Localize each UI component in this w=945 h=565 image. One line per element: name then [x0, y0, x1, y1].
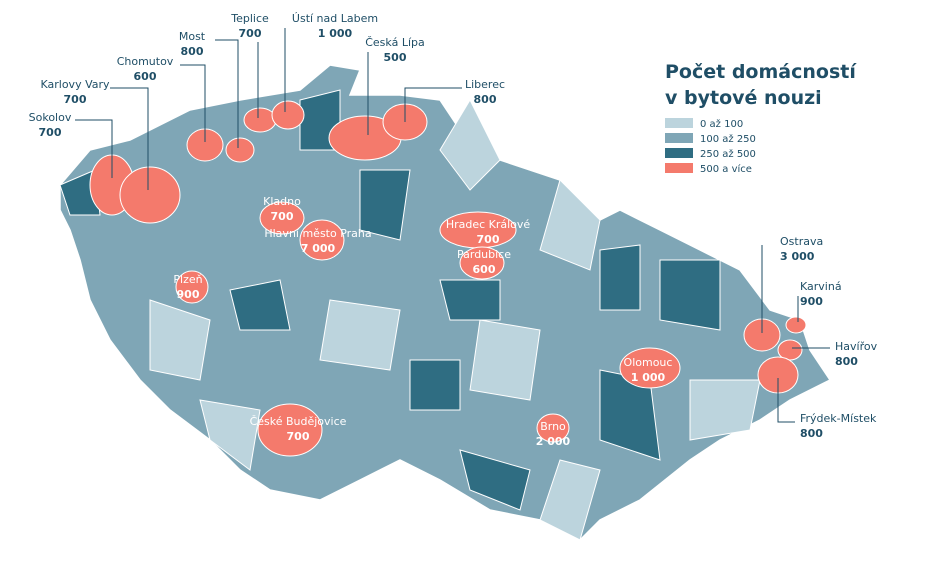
city-name: Kladno	[263, 195, 301, 208]
city-name: Olomouc	[624, 356, 673, 369]
leader-line	[180, 64, 206, 142]
city-name: Hradec Králové	[446, 218, 531, 231]
district-highlight	[225, 137, 255, 163]
city-value: 800	[474, 93, 497, 106]
city-name: Hlavní město Praha	[264, 227, 371, 240]
leader-line	[215, 39, 239, 148]
city-name: Most	[179, 30, 206, 43]
city-name: České Budějovice	[250, 415, 347, 428]
city-value: 600	[473, 263, 496, 276]
district-highlight	[243, 107, 277, 133]
leader-line	[404, 87, 462, 122]
city-name: Česká Lípa	[365, 36, 425, 49]
city-value: 800	[835, 355, 858, 368]
city-name: Frýdek-Místek	[800, 412, 877, 425]
city-name: Karviná	[800, 280, 842, 293]
city-name: Karlovy Vary	[40, 78, 110, 91]
leader-line	[75, 119, 113, 178]
legend-label: 0 až 100	[700, 118, 743, 130]
city-value: 700	[39, 126, 62, 139]
city-value: 900	[800, 295, 823, 308]
legend-swatch	[665, 163, 693, 173]
district-highlight	[459, 246, 505, 280]
city-value: 500	[384, 51, 407, 64]
city-value: 700	[477, 233, 500, 246]
city-value: 7 000	[301, 242, 336, 255]
district-highlight	[536, 413, 570, 443]
city-name: Brno	[540, 420, 566, 433]
city-value: 700	[271, 210, 294, 223]
legend-title: v bytové nouzi	[665, 87, 822, 109]
city-name: Ústí nad Labem	[292, 12, 378, 25]
district-highlight	[785, 316, 807, 334]
city-value: 3 000	[780, 250, 815, 263]
district-highlight	[619, 347, 681, 389]
legend-label: 500 a více	[700, 163, 752, 175]
city-value: 800	[800, 427, 823, 440]
city-value: 700	[239, 27, 262, 40]
city-name: Chomutov	[117, 55, 174, 68]
city-name: Sokolov	[29, 111, 72, 124]
city-value: 1 000	[631, 371, 666, 384]
city-name: Teplice	[230, 12, 269, 25]
legend-swatch	[665, 148, 693, 158]
legend-label: 250 až 500	[700, 148, 756, 160]
city-value: 1 000	[318, 27, 353, 40]
leader-line	[777, 378, 795, 423]
city-value: 900	[177, 288, 200, 301]
city-name: Pardubice	[457, 248, 511, 261]
legend-swatch	[665, 133, 693, 143]
district-highlight	[259, 201, 305, 235]
city-name: Liberec	[465, 78, 505, 91]
legend-label: 100 až 250	[700, 133, 756, 145]
district-highlight	[271, 100, 305, 130]
district-highlight	[257, 403, 323, 457]
leader-line	[110, 87, 149, 190]
city-name: Ostrava	[780, 235, 823, 248]
city-name: Plzeň	[173, 273, 202, 286]
city-name: Havířov	[835, 340, 878, 353]
city-value: 700	[64, 93, 87, 106]
legend-swatch	[665, 118, 693, 128]
district-highlight	[119, 166, 181, 224]
legend-title: Počet domácností	[665, 61, 857, 83]
districts-light	[149, 98, 761, 541]
district-highlight	[299, 219, 345, 261]
city-value: 2 000	[536, 435, 571, 448]
city-value: 600	[134, 70, 157, 83]
city-value: 800	[181, 45, 204, 58]
city-value: 700	[287, 430, 310, 443]
district-highlight	[175, 270, 209, 304]
